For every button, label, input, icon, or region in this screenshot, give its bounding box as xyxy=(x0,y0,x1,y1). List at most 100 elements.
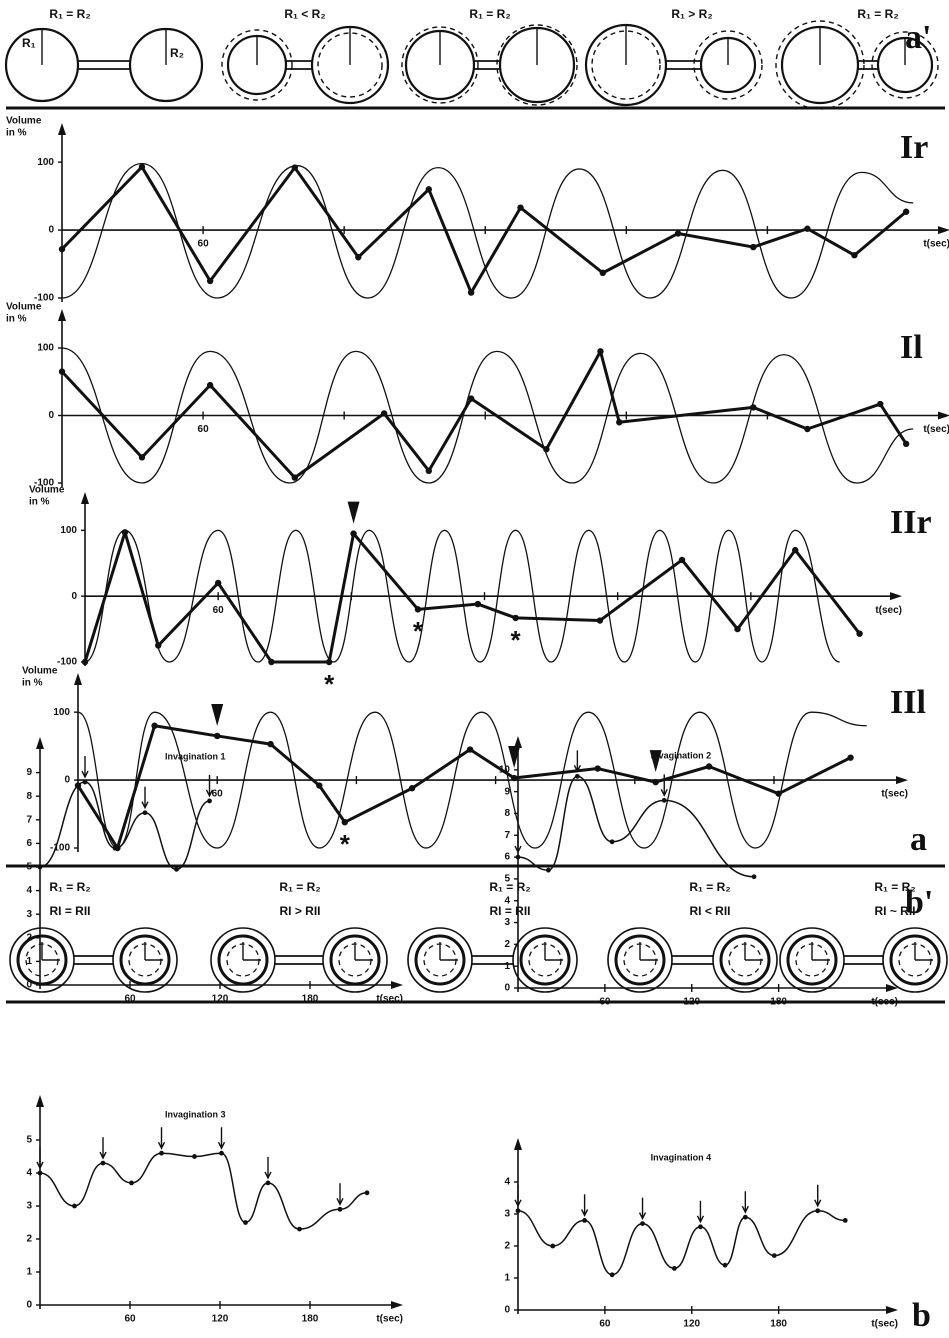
data-point xyxy=(192,1154,197,1159)
x-tick-label: 180 xyxy=(770,997,787,1008)
data-point xyxy=(37,864,43,870)
data-point xyxy=(81,658,89,666)
schematic-circle xyxy=(871,31,939,99)
schematic-circle xyxy=(775,20,865,110)
y-tick-label: 1 xyxy=(26,1267,32,1278)
data-point xyxy=(510,774,518,782)
panel-label: IIl xyxy=(890,684,926,721)
schematic-circle xyxy=(414,934,466,986)
y-axis-label: Volume xyxy=(6,302,42,313)
data-point xyxy=(842,1218,848,1223)
data-point xyxy=(219,1150,224,1156)
schematic-circle xyxy=(607,927,673,993)
arrowhead xyxy=(649,750,662,773)
x-axis-label: t(sec) xyxy=(871,997,898,1008)
arrowhead xyxy=(347,501,360,524)
arrow xyxy=(81,756,89,779)
arrow xyxy=(205,774,214,798)
axis-arrow xyxy=(938,226,949,235)
data-point xyxy=(138,454,146,461)
schematic-label: RI > RII xyxy=(279,904,320,918)
data-point xyxy=(268,658,275,666)
y-tick-label: 4 xyxy=(504,895,510,906)
y-tick-label: 0 xyxy=(48,225,54,236)
y-tick-label: 6 xyxy=(504,852,510,863)
data-point xyxy=(380,410,388,417)
x-tick-label: 120 xyxy=(212,1314,229,1325)
arrow xyxy=(638,1197,647,1221)
data-point xyxy=(316,782,323,789)
data-point xyxy=(121,529,129,536)
arrow xyxy=(814,1184,822,1208)
y-tick-label: 0 xyxy=(26,980,32,991)
data-point xyxy=(58,245,66,253)
y-tick-label: -100 xyxy=(34,293,54,304)
data-line xyxy=(517,1210,846,1276)
schematic-circle xyxy=(322,927,388,993)
y-tick-label: 5 xyxy=(26,862,32,873)
data-point xyxy=(742,1214,748,1220)
y-tick-label: 3 xyxy=(504,917,510,928)
y-tick-label: 7 xyxy=(26,814,32,825)
schematic-label: R₁ > R₂ xyxy=(671,7,712,21)
x-axis-label: t(sec) xyxy=(875,605,902,616)
schematic-circle xyxy=(693,30,763,100)
data-point xyxy=(751,874,757,880)
arrow xyxy=(514,831,522,854)
data-point xyxy=(815,1208,821,1214)
panel-label: IIr xyxy=(890,504,932,541)
x-axis-label: t(sec) xyxy=(376,994,403,1005)
data-point xyxy=(425,186,433,193)
data-point xyxy=(596,617,604,624)
data-point xyxy=(206,277,214,285)
x-axis-label: t(sec) xyxy=(923,424,949,435)
data-point xyxy=(129,1180,134,1186)
y-axis-label: in % xyxy=(22,678,43,689)
x-tick-label: 60 xyxy=(124,994,136,1005)
data-point xyxy=(112,845,118,851)
asterisk: * xyxy=(413,616,424,646)
y-tick-label: 5 xyxy=(26,1135,32,1146)
schematic-circle xyxy=(119,934,171,986)
data-point xyxy=(155,642,162,649)
arrow xyxy=(99,1137,107,1160)
data-line xyxy=(60,165,908,295)
x-tick-label: 60 xyxy=(599,1319,611,1330)
arrow xyxy=(696,1200,705,1224)
data-point xyxy=(674,230,682,237)
y-tick-label: 100 xyxy=(60,525,77,536)
data-point xyxy=(325,658,333,666)
axis-arrow xyxy=(896,776,908,785)
y-tick-label: 4 xyxy=(26,1168,32,1179)
x-tick-label: 180 xyxy=(770,1319,787,1330)
data-point xyxy=(265,1180,271,1186)
data-point xyxy=(847,754,854,761)
asterisk: * xyxy=(511,625,522,655)
data-point xyxy=(678,556,686,564)
schematic-circle xyxy=(719,934,771,986)
data-line xyxy=(517,775,755,878)
schematic-label: R₁ = R₂ xyxy=(689,880,730,894)
arrow xyxy=(36,1147,44,1170)
data-point xyxy=(877,400,884,408)
schematic-circle xyxy=(112,927,178,993)
arrow xyxy=(217,1127,226,1150)
data-point xyxy=(297,1226,302,1232)
data-point xyxy=(512,614,519,622)
asterisk: * xyxy=(324,669,335,699)
data-point xyxy=(408,785,416,792)
y-tick-label: 3 xyxy=(26,1201,32,1212)
y-tick-label: 0 xyxy=(71,591,77,602)
data-point xyxy=(594,765,601,772)
data-point xyxy=(851,252,858,259)
data-point xyxy=(734,625,741,633)
y-axis-label: Volume xyxy=(29,485,65,496)
data-point xyxy=(609,839,615,845)
data-point xyxy=(616,419,623,426)
data-point xyxy=(582,1218,588,1223)
data-point xyxy=(142,810,148,816)
data-point xyxy=(550,1243,556,1249)
data-point xyxy=(652,778,659,786)
data-point xyxy=(467,395,475,402)
